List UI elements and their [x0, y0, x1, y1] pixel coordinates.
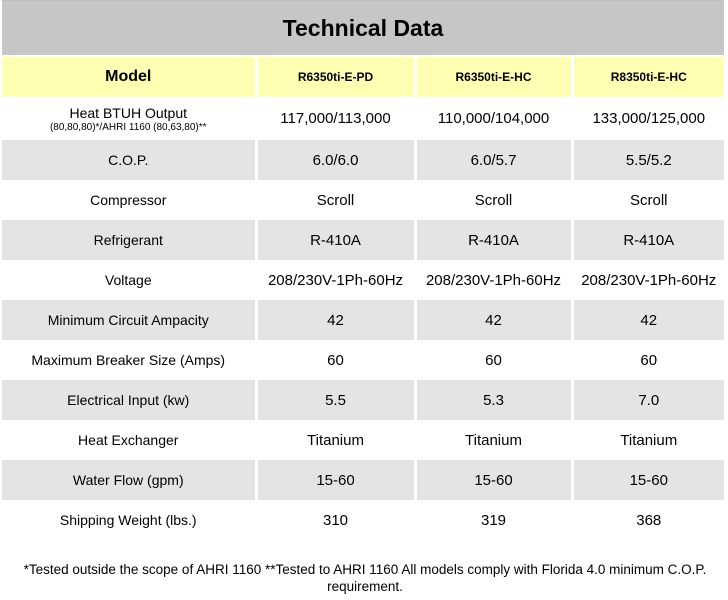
row-label: Compressor — [2, 180, 258, 220]
table-row-shipping-weight: Shipping Weight (lbs.) 310 319 368 — [2, 500, 724, 540]
row-label: Electrical Input (kw) — [2, 380, 258, 420]
table-cell: 117,000/113,000 — [256, 97, 417, 140]
table-cell: R-410A — [572, 220, 724, 260]
table-cell: 15-60 — [415, 460, 574, 500]
table-header-row: Model R6350ti-E-PD R6350ti-E-HC R8350ti-… — [2, 55, 724, 97]
column-header-model-2: R6350ti-E-HC — [415, 55, 574, 97]
table-cell: 42 — [256, 300, 417, 340]
row-label: Heat Exchanger — [2, 420, 258, 460]
table-cell: 60 — [640, 351, 658, 369]
table-cell: 6.0/5.7 — [415, 140, 574, 180]
row-label: Minimum Circuit Ampacity — [2, 300, 258, 340]
table-row-heat-exchanger: Heat Exchanger Titanium Titanium Titaniu… — [2, 420, 724, 460]
table-cell: 7.0 — [572, 380, 724, 420]
table-cell: 42 — [572, 300, 724, 340]
table-cell: 5.5/5.2 — [572, 140, 724, 180]
table-cell: Titanium — [415, 420, 574, 460]
table-cell: 208/230V-1Ph-60Hz — [581, 271, 717, 289]
table-cell: 5.5 — [256, 380, 417, 420]
technical-data-sheet: Technical Data Model R6350ti-E-PD R6350t… — [2, 0, 724, 540]
row-label: Refrigerant — [2, 220, 258, 260]
table-row-electrical-input: Electrical Input (kw) 5.5 5.3 7.0 — [2, 380, 724, 420]
table-cell: 133,000/125,000 — [592, 110, 706, 127]
table-row-refrigerant: Refrigerant R-410A R-410A R-410A — [2, 220, 724, 260]
table-cell: 208/230V-1Ph-60Hz — [415, 260, 574, 300]
table-cell: 6.0/6.0 — [256, 140, 417, 180]
column-header-model-1: R6350ti-E-PD — [256, 55, 417, 97]
row-label: Shipping Weight (lbs.) — [2, 500, 258, 540]
table-cell: 15-60 — [572, 460, 724, 500]
table-cell: 42 — [415, 300, 574, 340]
table-row-compressor: Compressor Scroll Scroll Scroll — [2, 180, 724, 220]
table-cell: R-410A — [256, 220, 417, 260]
table-cell: Scroll — [256, 180, 417, 220]
table-cell: Titanium — [620, 431, 678, 449]
table-cell: 319 — [415, 500, 574, 540]
footnote: *Tested outside the scope of AHRI 1160 *… — [23, 562, 707, 594]
table-cell: 60 — [256, 340, 417, 380]
row-label: Water Flow (gpm) — [2, 460, 258, 500]
table-row-cop: C.O.P. 6.0/6.0 6.0/5.7 5.5/5.2 — [2, 140, 724, 180]
column-header-model: Model — [2, 55, 258, 97]
table-cell: 310 — [256, 500, 417, 540]
spec-table: Model R6350ti-E-PD R6350ti-E-HC R8350ti-… — [2, 55, 724, 540]
table-cell: 368 — [636, 511, 662, 529]
table-cell: 110,000/104,000 — [415, 97, 574, 140]
table-cell: Scroll — [629, 191, 668, 209]
row-label: Voltage — [2, 260, 258, 300]
table-row-max-breaker-size: Maximum Breaker Size (Amps) 60 60 60 — [2, 340, 724, 380]
table-cell: Scroll — [415, 180, 574, 220]
table-cell: 60 — [415, 340, 574, 380]
row-label: Heat BTUH Output (80,80,80)*/AHRI 1160 (… — [2, 97, 258, 140]
table-row-water-flow: Water Flow (gpm) 15-60 15-60 15-60 — [2, 460, 724, 500]
table-row-min-circuit-ampacity: Minimum Circuit Ampacity 42 42 42 — [2, 300, 724, 340]
page-title: Technical Data — [2, 0, 724, 55]
table-cell: 5.3 — [415, 380, 574, 420]
row-label: Maximum Breaker Size (Amps) — [2, 340, 258, 380]
table-row-heat-output: Heat BTUH Output (80,80,80)*/AHRI 1160 (… — [2, 97, 724, 140]
row-label-main: Heat BTUH Output — [69, 104, 188, 121]
table-cell: 15-60 — [256, 460, 417, 500]
column-header-model-3: R8350ti-E-HC — [572, 55, 724, 97]
row-label-sub: (80,80,80)*/AHRI 1160 (80,63,80)** — [49, 121, 207, 133]
table-cell: Titanium — [256, 420, 417, 460]
table-row-voltage: Voltage 208/230V-1Ph-60Hz 208/230V-1Ph-6… — [2, 260, 724, 300]
row-label: C.O.P. — [2, 140, 258, 180]
table-cell: R-410A — [415, 220, 574, 260]
table-cell: 208/230V-1Ph-60Hz — [256, 260, 417, 300]
